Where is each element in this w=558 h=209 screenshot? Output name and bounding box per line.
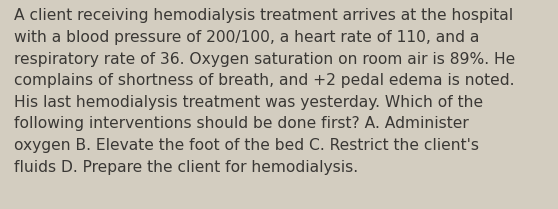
Text: A client receiving hemodialysis treatment arrives at the hospital
with a blood p: A client receiving hemodialysis treatmen… [14, 8, 515, 175]
